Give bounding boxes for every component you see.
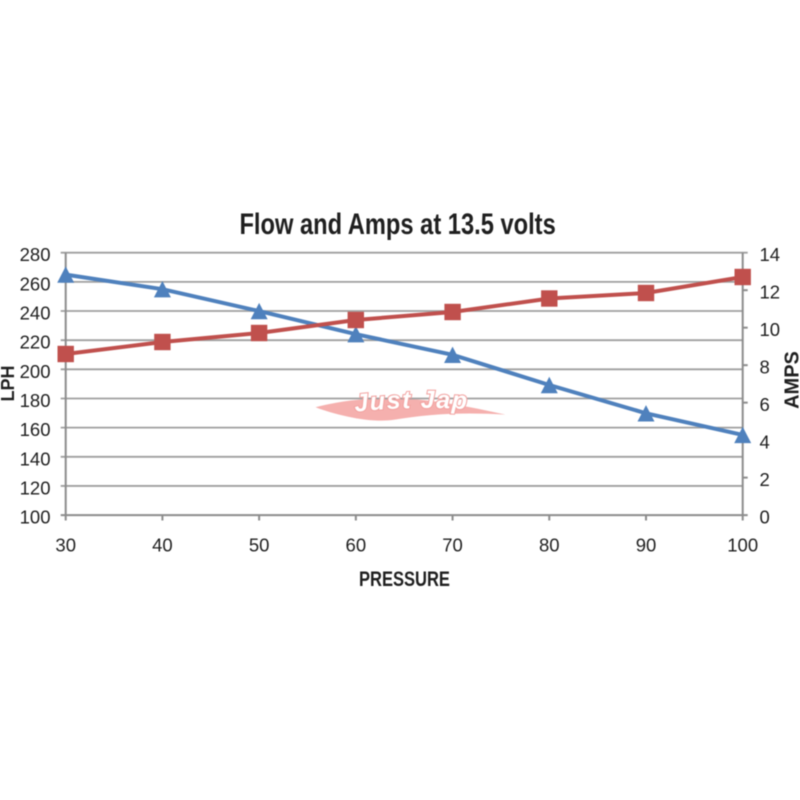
- svg-text:PRESSURE: PRESSURE: [359, 568, 450, 591]
- svg-text:AMPS: AMPS: [782, 351, 800, 409]
- svg-text:260: 260: [20, 273, 51, 294]
- svg-text:Just Jap: Just Jap: [353, 386, 469, 418]
- svg-text:280: 280: [20, 244, 51, 265]
- svg-text:240: 240: [20, 303, 51, 324]
- svg-text:14: 14: [760, 244, 781, 265]
- svg-text:100: 100: [20, 507, 51, 528]
- svg-text:100: 100: [727, 535, 758, 556]
- svg-text:2: 2: [760, 469, 770, 490]
- svg-text:180: 180: [20, 390, 51, 411]
- svg-text:40: 40: [152, 535, 173, 556]
- svg-text:220: 220: [20, 332, 51, 353]
- svg-text:6: 6: [760, 394, 770, 415]
- svg-text:8: 8: [760, 357, 770, 378]
- svg-text:0: 0: [760, 507, 770, 528]
- svg-text:160: 160: [20, 419, 51, 440]
- svg-text:30: 30: [55, 535, 76, 556]
- svg-text:Flow and Amps at 13.5 volts: Flow and Amps at 13.5 volts: [239, 207, 555, 240]
- svg-text:60: 60: [346, 535, 367, 556]
- svg-text:50: 50: [249, 535, 270, 556]
- svg-text:12: 12: [760, 282, 781, 303]
- svg-text:LPH: LPH: [0, 366, 18, 402]
- svg-text:90: 90: [636, 535, 657, 556]
- svg-text:80: 80: [539, 535, 560, 556]
- svg-text:70: 70: [442, 535, 463, 556]
- svg-text:140: 140: [20, 448, 51, 469]
- svg-text:120: 120: [20, 477, 51, 498]
- svg-text:4: 4: [760, 432, 770, 453]
- svg-text:200: 200: [20, 361, 51, 382]
- svg-text:10: 10: [760, 319, 781, 340]
